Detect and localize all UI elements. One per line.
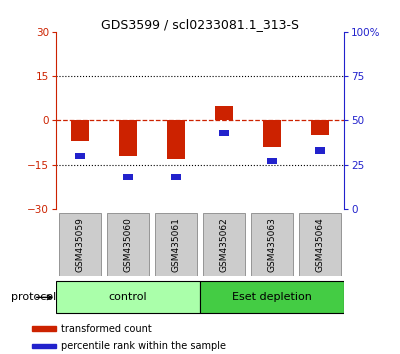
Text: GSM435061: GSM435061 bbox=[172, 217, 180, 272]
Bar bbox=[263, 120, 281, 147]
Bar bbox=[267, 158, 277, 164]
Text: GSM435059: GSM435059 bbox=[76, 217, 84, 272]
Bar bbox=[123, 174, 133, 180]
FancyBboxPatch shape bbox=[155, 213, 197, 276]
Bar bbox=[75, 153, 85, 159]
FancyBboxPatch shape bbox=[59, 213, 101, 276]
Bar bbox=[167, 120, 185, 159]
FancyBboxPatch shape bbox=[203, 213, 245, 276]
Text: GSM435063: GSM435063 bbox=[268, 217, 276, 272]
Text: GSM435060: GSM435060 bbox=[124, 217, 132, 272]
Bar bbox=[32, 326, 56, 331]
Text: GSM435062: GSM435062 bbox=[220, 217, 228, 272]
Text: transformed count: transformed count bbox=[61, 324, 152, 333]
Bar bbox=[315, 147, 325, 154]
Text: protocol: protocol bbox=[11, 292, 56, 302]
Bar bbox=[119, 120, 137, 156]
Text: control: control bbox=[109, 292, 147, 302]
Bar bbox=[311, 120, 329, 135]
Bar bbox=[71, 120, 89, 141]
FancyBboxPatch shape bbox=[200, 281, 344, 313]
Bar bbox=[215, 105, 233, 120]
Bar bbox=[171, 174, 181, 180]
Text: percentile rank within the sample: percentile rank within the sample bbox=[61, 341, 226, 351]
Bar bbox=[32, 344, 56, 348]
FancyBboxPatch shape bbox=[107, 213, 149, 276]
FancyBboxPatch shape bbox=[251, 213, 293, 276]
Bar bbox=[219, 130, 229, 136]
Text: GSM435064: GSM435064 bbox=[316, 217, 324, 272]
Title: GDS3599 / scl0233081.1_313-S: GDS3599 / scl0233081.1_313-S bbox=[101, 18, 299, 31]
FancyBboxPatch shape bbox=[56, 281, 200, 313]
FancyBboxPatch shape bbox=[299, 213, 341, 276]
Text: Eset depletion: Eset depletion bbox=[232, 292, 312, 302]
